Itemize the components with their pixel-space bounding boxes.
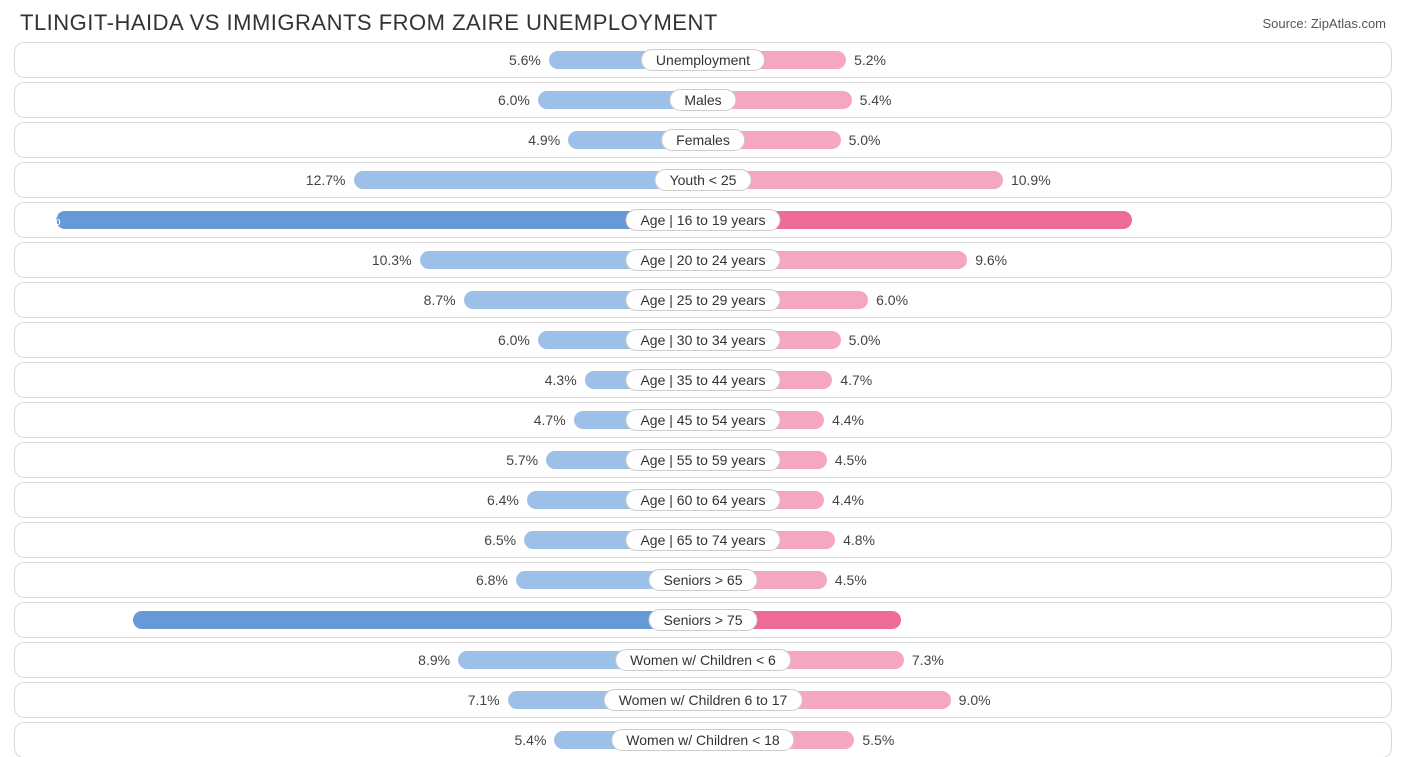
- value-label-right: 6.0%: [876, 292, 908, 308]
- chart-row: 5.4% 5.5% Women w/ Children < 18: [14, 722, 1392, 757]
- category-label: Women w/ Children < 18: [611, 729, 794, 751]
- chart-title: TLINGIT-HAIDA VS IMMIGRANTS FROM ZAIRE U…: [20, 10, 718, 36]
- value-label-right: 15.6%: [1345, 212, 1385, 228]
- category-label: Unemployment: [641, 49, 765, 71]
- bar-left: [56, 211, 703, 229]
- chart-row: 6.0% 5.0% Age | 30 to 34 years: [14, 322, 1392, 358]
- category-label: Women w/ Children < 6: [615, 649, 791, 671]
- value-label-left: 12.7%: [306, 172, 346, 188]
- chart-row: 12.7% 10.9% Youth < 25: [14, 162, 1392, 198]
- value-label-left: 10.3%: [372, 252, 412, 268]
- value-label-left: 6.0%: [498, 332, 530, 348]
- value-label-right: 5.0%: [849, 132, 881, 148]
- category-label: Age | 60 to 64 years: [625, 489, 780, 511]
- value-label-left: 6.0%: [498, 92, 530, 108]
- value-label-right: 4.5%: [835, 452, 867, 468]
- chart-row: 8.7% 6.0% Age | 25 to 29 years: [14, 282, 1392, 318]
- value-label-left: 8.7%: [424, 292, 456, 308]
- category-label: Age | 45 to 54 years: [625, 409, 780, 431]
- chart-source: Source: ZipAtlas.com: [1262, 16, 1386, 31]
- chart-row: 10.3% 9.6% Age | 20 to 24 years: [14, 242, 1392, 278]
- value-label-right: 4.8%: [843, 532, 875, 548]
- value-label-left: 4.3%: [545, 372, 577, 388]
- value-label-left: 5.4%: [514, 732, 546, 748]
- chart-row: 5.6% 5.2% Unemployment: [14, 42, 1392, 78]
- value-label-right: 9.0%: [959, 692, 991, 708]
- value-label-right: 4.7%: [840, 372, 872, 388]
- chart-header: TLINGIT-HAIDA VS IMMIGRANTS FROM ZAIRE U…: [0, 0, 1406, 42]
- chart-row: 4.3% 4.7% Age | 35 to 44 years: [14, 362, 1392, 398]
- category-label: Age | 30 to 34 years: [625, 329, 780, 351]
- value-label-right: 5.4%: [860, 92, 892, 108]
- chart-row: 6.4% 4.4% Age | 60 to 64 years: [14, 482, 1392, 518]
- value-label-left: 20.7%: [21, 612, 61, 628]
- value-label-left: 6.8%: [476, 572, 508, 588]
- category-label: Age | 20 to 24 years: [625, 249, 780, 271]
- category-label: Males: [669, 89, 736, 111]
- value-label-right: 10.9%: [1011, 172, 1051, 188]
- chart-area: 5.6% 5.2% Unemployment 6.0% 5.4% Males 4.9% 5.0…: [0, 42, 1406, 757]
- chart-row: 7.1% 9.0% Women w/ Children 6 to 17: [14, 682, 1392, 718]
- value-label-left: 4.7%: [534, 412, 566, 428]
- chart-row: 4.9% 5.0% Females: [14, 122, 1392, 158]
- bar-left: [133, 611, 703, 629]
- chart-row: 20.7% 7.2% Seniors > 75: [14, 602, 1392, 638]
- chart-row: 8.9% 7.3% Women w/ Children < 6: [14, 642, 1392, 678]
- category-label: Age | 16 to 19 years: [625, 209, 780, 231]
- value-label-right: 9.6%: [975, 252, 1007, 268]
- value-label-left: 6.5%: [484, 532, 516, 548]
- value-label-right: 4.4%: [832, 412, 864, 428]
- chart-row: 6.5% 4.8% Age | 65 to 74 years: [14, 522, 1392, 558]
- value-label-left: 6.4%: [487, 492, 519, 508]
- chart-row: 5.7% 4.5% Age | 55 to 59 years: [14, 442, 1392, 478]
- value-label-left: 8.9%: [418, 652, 450, 668]
- chart-row: 6.8% 4.5% Seniors > 65: [14, 562, 1392, 598]
- category-label: Seniors > 75: [649, 609, 758, 631]
- value-label-left: 4.9%: [528, 132, 560, 148]
- category-label: Age | 55 to 59 years: [625, 449, 780, 471]
- category-label: Age | 25 to 29 years: [625, 289, 780, 311]
- value-label-right: 4.4%: [832, 492, 864, 508]
- value-label-right: 7.3%: [912, 652, 944, 668]
- category-label: Youth < 25: [655, 169, 752, 191]
- value-label-right: 7.2%: [1353, 612, 1385, 628]
- chart-row: 4.7% 4.4% Age | 45 to 54 years: [14, 402, 1392, 438]
- value-label-left: 5.6%: [509, 52, 541, 68]
- value-label-right: 5.2%: [854, 52, 886, 68]
- category-label: Females: [661, 129, 745, 151]
- value-label-left: 23.5%: [21, 212, 61, 228]
- value-label-right: 5.5%: [862, 732, 894, 748]
- category-label: Seniors > 65: [649, 569, 758, 591]
- value-label-right: 4.5%: [835, 572, 867, 588]
- value-label-right: 5.0%: [849, 332, 881, 348]
- chart-row: 23.5% 15.6% Age | 16 to 19 years: [14, 202, 1392, 238]
- category-label: Women w/ Children 6 to 17: [604, 689, 803, 711]
- category-label: Age | 65 to 74 years: [625, 529, 780, 551]
- category-label: Age | 35 to 44 years: [625, 369, 780, 391]
- chart-row: 6.0% 5.4% Males: [14, 82, 1392, 118]
- value-label-left: 5.7%: [506, 452, 538, 468]
- value-label-left: 7.1%: [468, 692, 500, 708]
- bar-left: [354, 171, 704, 189]
